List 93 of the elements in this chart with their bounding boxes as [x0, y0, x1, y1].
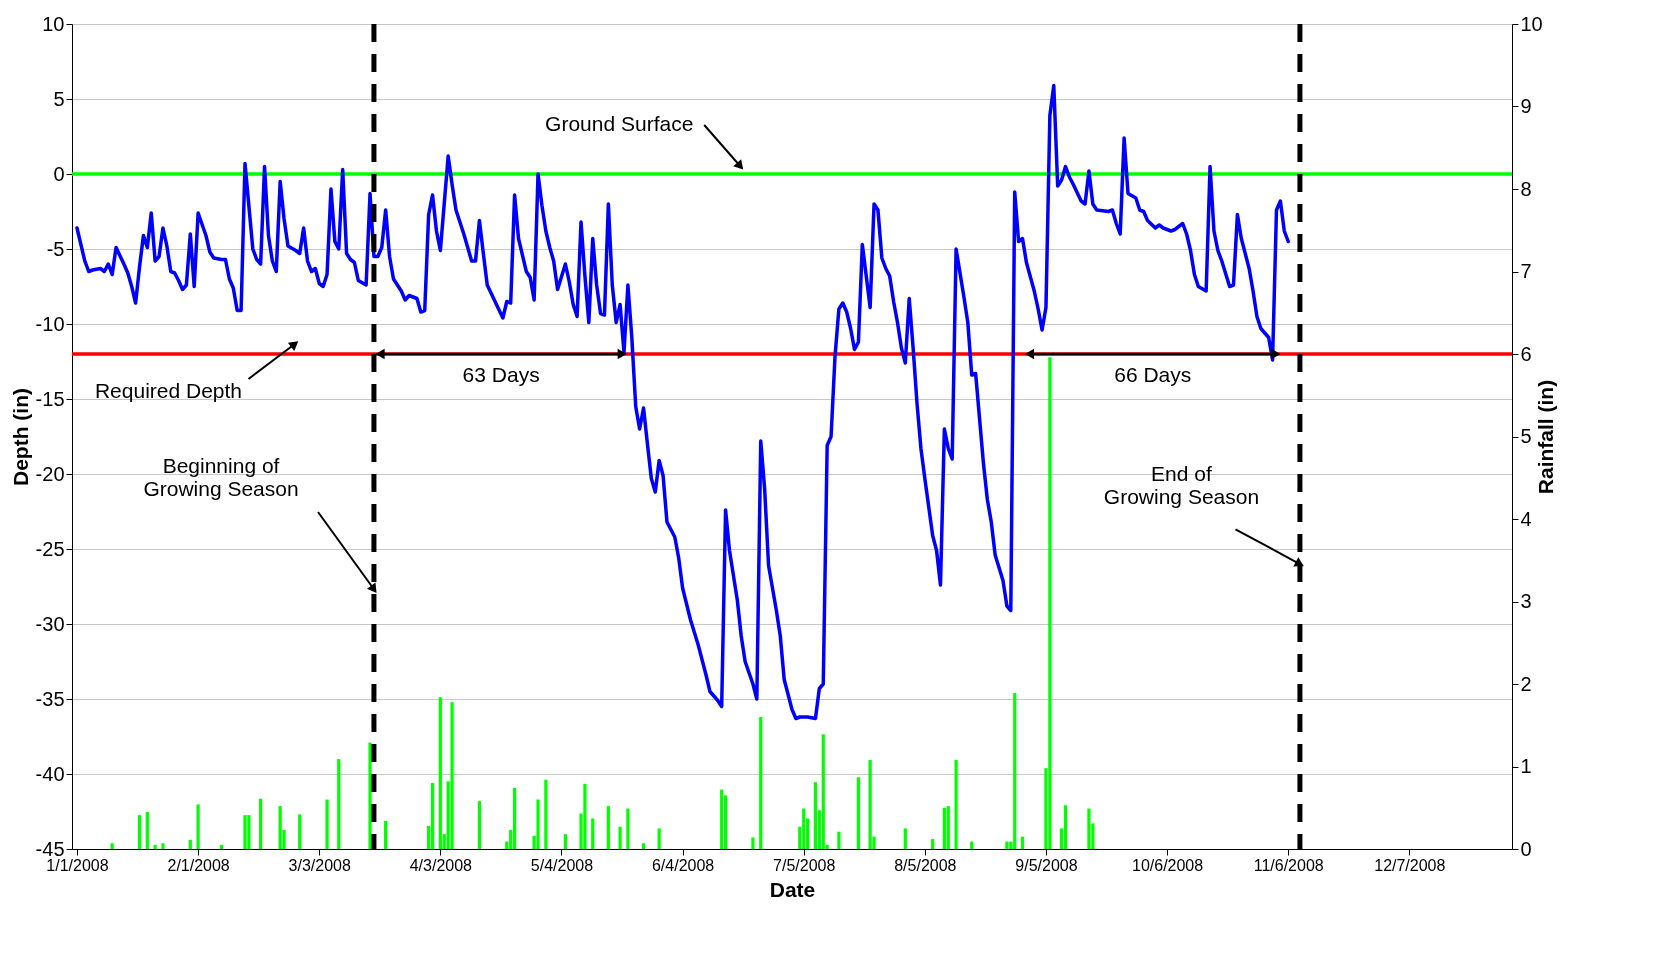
x-tick-label: 4/3/2008 [409, 856, 473, 874]
y-tick-label: 5 [53, 87, 65, 110]
line-series [75, 83, 1290, 721]
x-tick-label: 5/4/2008 [530, 856, 594, 874]
bar [196, 804, 200, 849]
bar [626, 808, 630, 849]
bar [110, 843, 114, 849]
y-tick-label: 0 [53, 162, 65, 185]
y-tick-label: -40 [35, 762, 65, 785]
bar [657, 828, 661, 849]
x-tick-label: 11/6/2008 [1253, 856, 1324, 874]
ref-line-label: Ground Surface [545, 112, 694, 135]
bar [606, 806, 610, 849]
bar [759, 717, 763, 849]
bar [837, 831, 841, 849]
y-tick-label: -5 [46, 237, 65, 260]
bar [384, 820, 388, 849]
bar [153, 844, 157, 849]
y2-tick-label: 0 [1520, 837, 1532, 860]
bar [1013, 693, 1017, 849]
bar [1087, 808, 1091, 849]
x-tick-label: 8/5/2008 [894, 856, 957, 874]
bar [278, 806, 282, 849]
bar [591, 818, 595, 849]
bar [536, 799, 540, 849]
bar [1020, 836, 1025, 849]
ref-line-label: Required Depth [94, 379, 243, 402]
bar [137, 815, 142, 849]
bar [942, 807, 946, 849]
bar [931, 839, 935, 849]
x-tick-label: 6/4/2008 [651, 856, 715, 874]
y-tick-label: 10 [42, 12, 65, 35]
annotation: 66 Days [1114, 363, 1192, 386]
y-tick-label: -30 [35, 612, 65, 635]
bar [477, 801, 482, 849]
y2-axis-title: Rainfall (in) [1533, 379, 1557, 495]
annotation: 63 Days [462, 363, 540, 386]
y-tick-label: -15 [35, 387, 65, 410]
bar [618, 826, 622, 849]
y-tick-label: -10 [35, 312, 65, 335]
bar [325, 799, 329, 849]
y-tick-label: -25 [35, 537, 65, 560]
y2-tick-label: 1 [1520, 755, 1532, 777]
bar [430, 783, 435, 849]
bar [544, 779, 548, 849]
bar [219, 844, 224, 849]
bar [247, 815, 251, 849]
bar [337, 759, 341, 849]
bar [563, 834, 567, 849]
y-axis-title: Depth (in) [8, 388, 32, 486]
bar [751, 837, 755, 849]
bar [954, 759, 958, 849]
bar [438, 697, 442, 849]
x-tick-label: 7/5/2008 [773, 856, 836, 874]
y-tick-label: -20 [35, 462, 65, 485]
bar [259, 798, 263, 849]
y2-tick-label: 6 [1520, 342, 1532, 365]
x-tick-label: 9/5/2008 [1015, 856, 1078, 874]
bar [161, 843, 165, 849]
y2-tick-label: 5 [1520, 425, 1532, 447]
bar [243, 815, 247, 849]
bar [856, 777, 861, 849]
bar [903, 828, 907, 849]
bar [1048, 357, 1052, 849]
x-tick-label: 10/6/2008 [1131, 856, 1204, 874]
ref-line-label: End of Growing Season [1103, 462, 1260, 509]
bar [298, 814, 302, 849]
x-tick-label: 2/1/2008 [167, 856, 230, 874]
y2-tick-label: 7 [1520, 260, 1532, 282]
bar [1063, 805, 1068, 849]
bar [946, 806, 950, 849]
bar [641, 843, 646, 849]
y2-tick-label: 9 [1520, 95, 1532, 117]
y2-tick-label: 10 [1520, 12, 1543, 35]
bar [813, 782, 818, 849]
bar [145, 811, 149, 849]
y2-tick-label: 3 [1520, 590, 1532, 612]
y2-tick-label: 4 [1520, 507, 1532, 530]
bar [720, 789, 724, 849]
bar [513, 787, 517, 849]
bar [188, 839, 192, 849]
y2-tick-label: 8 [1520, 177, 1532, 200]
x-axis-title: Date [769, 877, 816, 901]
y-tick-label: -35 [35, 687, 65, 710]
x-tick-label: 12/7/2008 [1374, 856, 1446, 874]
bar [583, 783, 587, 849]
y2-tick-label: 2 [1520, 672, 1532, 695]
x-tick-label: 3/3/2008 [288, 856, 351, 874]
bar [821, 734, 825, 849]
bar [802, 808, 806, 849]
ref-line-label: Beginning of Growing Season [143, 454, 299, 501]
bar [868, 759, 872, 849]
bar [450, 702, 454, 849]
